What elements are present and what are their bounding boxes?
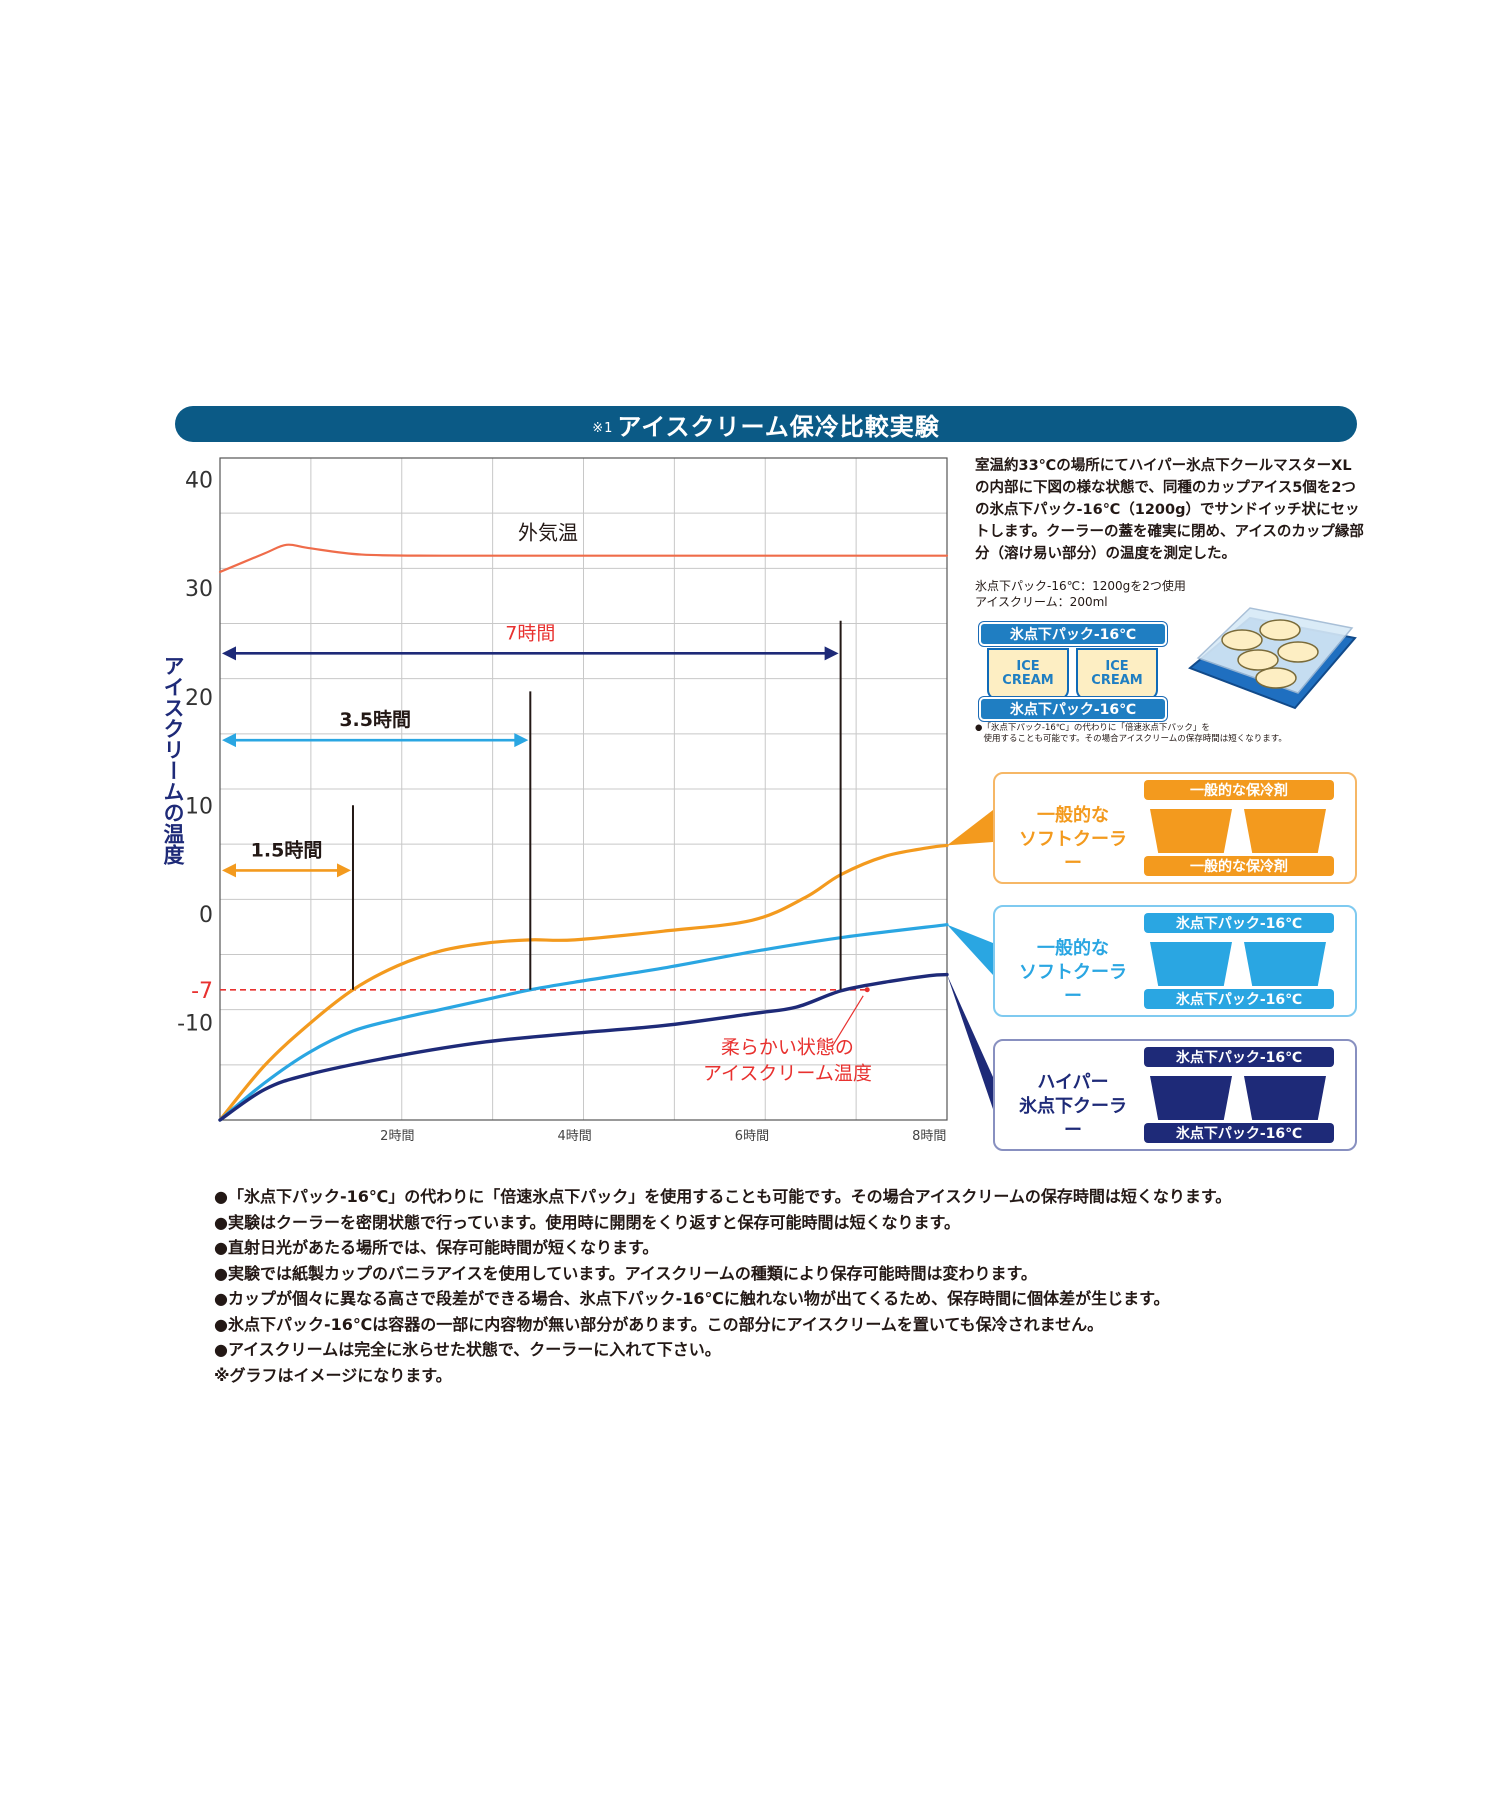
legend-top-pill: 一般的な保冷剤	[1144, 780, 1334, 800]
cup-label-ice: ICE	[1105, 659, 1129, 674]
duration-3-5h-arrow-head-left	[222, 733, 236, 748]
setup-note: ●「氷点下パック-16℃」の代わりに「倍速氷点下パック」を 使用することも可能で…	[975, 723, 1365, 745]
duration-3-5h-label: 3.5時間	[339, 709, 411, 731]
hyper-cooler-line	[218, 972, 949, 1122]
y-tick-label: 0	[199, 903, 213, 928]
legend-top-pill: 氷点下パック-16℃	[1144, 913, 1334, 933]
cup-label-ice: ICE	[1016, 659, 1040, 674]
generic-coolant-soft-cooler-line	[218, 843, 949, 1122]
duration-7h-label: 7時間	[505, 622, 555, 644]
soft-state-label-line-1: 柔らかい状態の	[721, 1036, 854, 1058]
soft-state-leader-line	[831, 995, 864, 1048]
legend-panel-soft-cooler-generic: 一般的な ソフトクーラー 一般的な保冷剤 一般的な保冷剤	[993, 772, 1357, 884]
legend-cup-right	[1244, 942, 1326, 986]
cup-label-cream: CREAM	[1091, 673, 1143, 688]
section-title: アイスクリーム保冷比較実験	[617, 412, 940, 441]
outside-temperature-line	[218, 543, 949, 574]
legend-top-pill: 氷点下パック-16℃	[1144, 1047, 1334, 1067]
footnote-item: ●「氷点下パック-16℃」の代わりに「倍速氷点下パック」を使用することも可能です…	[214, 1187, 1232, 1206]
outside-temperature-label: 外気温	[518, 521, 578, 545]
legend-bottom-pill: 氷点下パック-16℃	[1144, 989, 1334, 1009]
setup-note-line-2: 使用することも可能です。その場合アイスクリームの保存時間は短くなります。	[975, 734, 1287, 744]
duration-3-5h-arrow-head-right	[514, 733, 529, 748]
legend-panel-soft-cooler-pack: 一般的な ソフトクーラー 氷点下パック-16℃ 氷点下パック-16℃	[993, 905, 1357, 1017]
spec-text: 氷点下パック-16℃：1200gを2つ使用 アイスクリーム：200ml	[975, 578, 1235, 610]
legend-cup-right	[1244, 809, 1326, 853]
y-tick-label: 10	[185, 794, 213, 819]
duration-1-5h-arrow-head-right	[336, 863, 351, 878]
y-tick-label: 40	[185, 469, 213, 494]
duration-1-5h-label: 1.5時間	[251, 839, 323, 861]
experiment-description: 室温約33℃の場所にてハイパー氷点下クールマスターXLの内部に下図の様な状態で、…	[975, 458, 1364, 562]
footnote-item: ●直射日光があたる場所では、保存可能時間が短くなります。	[214, 1238, 659, 1257]
spec-line-2: アイスクリーム：200ml	[975, 595, 1108, 609]
y-tick-label: -7	[191, 979, 213, 1004]
duration-7h-arrow-head-right	[824, 646, 839, 661]
legend-label-line-2: ソフトクーラー	[1019, 962, 1127, 1007]
footnote-item: ●実験では紙製カップのバニラアイスを使用しています。アイスクリームの種類により保…	[214, 1263, 1037, 1283]
title-prefix: ※1	[592, 420, 614, 436]
plot-frame	[219, 457, 948, 1121]
footnote-item: ●実験はクーラーを密閉状態で行っています。使用時に開閉をくり返すと保存可能時間は…	[214, 1212, 960, 1232]
footnotes: ●「氷点下パック-16℃」の代わりに「倍速氷点下パック」を使用することも可能です…	[214, 1184, 1374, 1388]
setup-cup-left: ICE CREAM	[987, 648, 1069, 700]
footnote-item: ●カップが個々に異なる高さで段差ができる場合、氷点下パック-16℃に触れない物が…	[214, 1289, 1170, 1308]
legend-cup-right	[1244, 1076, 1326, 1120]
x-tick-label: 6時間	[735, 1129, 769, 1144]
legend-label: ハイパー 氷点下クーラー	[1013, 1071, 1133, 1143]
spec-line-1: 氷点下パック-16℃：1200gを2つ使用	[975, 579, 1186, 593]
legend-label-line-2: 氷点下クーラー	[1019, 1096, 1127, 1141]
legend-label: 一般的な ソフトクーラー	[1013, 937, 1133, 1009]
legend-cup-left	[1150, 1076, 1232, 1120]
callout-navy	[947, 974, 993, 1109]
soft-state-label-line-2: アイスクリーム温度	[703, 1062, 872, 1084]
y-axis-label: アイスクリームの温度	[161, 655, 185, 865]
cooler-illustration	[1188, 607, 1357, 710]
callout-lightblue	[947, 924, 993, 975]
legend-cup-left	[1150, 809, 1232, 853]
setup-pack-bottom: 氷点下パック-16℃	[979, 697, 1167, 721]
duration-7h-arrow-head-left	[222, 646, 236, 661]
legend-label-line-2: ソフトクーラー	[1019, 829, 1127, 874]
x-tick-label: 2時間	[380, 1129, 414, 1144]
reference-dot	[864, 987, 870, 993]
legend-label-line-1: 一般的な	[1037, 938, 1109, 959]
legend-bottom-pill: 氷点下パック-16℃	[1144, 1123, 1334, 1143]
footnote-item: ※グラフはイメージになります。	[214, 1365, 452, 1385]
cup-label-cream: CREAM	[1002, 673, 1054, 688]
setup-note-line-1: ●「氷点下パック-16℃」の代わりに「倍速氷点下パック」を	[975, 723, 1210, 733]
duration-1-5h-arrow-head-left	[222, 863, 236, 878]
section-title-bar: ※1 アイスクリーム保冷比較実験	[175, 406, 1357, 442]
legend-label-line-1: 一般的な	[1037, 805, 1109, 826]
pack-soft-cooler-line	[218, 923, 949, 1122]
x-tick-label: 8時間	[912, 1129, 946, 1144]
legend-cup-left	[1150, 942, 1232, 986]
setup-cup-right: ICE CREAM	[1076, 648, 1158, 700]
setup-pack-top: 氷点下パック-16℃	[979, 622, 1167, 646]
footnote-item: ●アイスクリームは完全に氷らせた状態で、クーラーに入れて下さい。	[214, 1340, 721, 1359]
y-tick-label: 20	[185, 686, 213, 711]
footnote-item: ●氷点下パック-16℃は容器の一部に内容物が無い部分があります。この部分にアイス…	[214, 1314, 1104, 1334]
y-tick-label: -10	[177, 1011, 213, 1036]
legend-panel-hyper-cooler: ハイパー 氷点下クーラー 氷点下パック-16℃ 氷点下パック-16℃	[993, 1039, 1357, 1151]
callout-orange	[947, 810, 993, 846]
legend-label-line-1: ハイパー	[1037, 1072, 1109, 1093]
legend-label: 一般的な ソフトクーラー	[1013, 804, 1133, 876]
y-tick-label: 30	[185, 577, 213, 602]
x-tick-label: 4時間	[557, 1129, 591, 1144]
legend-bottom-pill: 一般的な保冷剤	[1144, 856, 1334, 876]
